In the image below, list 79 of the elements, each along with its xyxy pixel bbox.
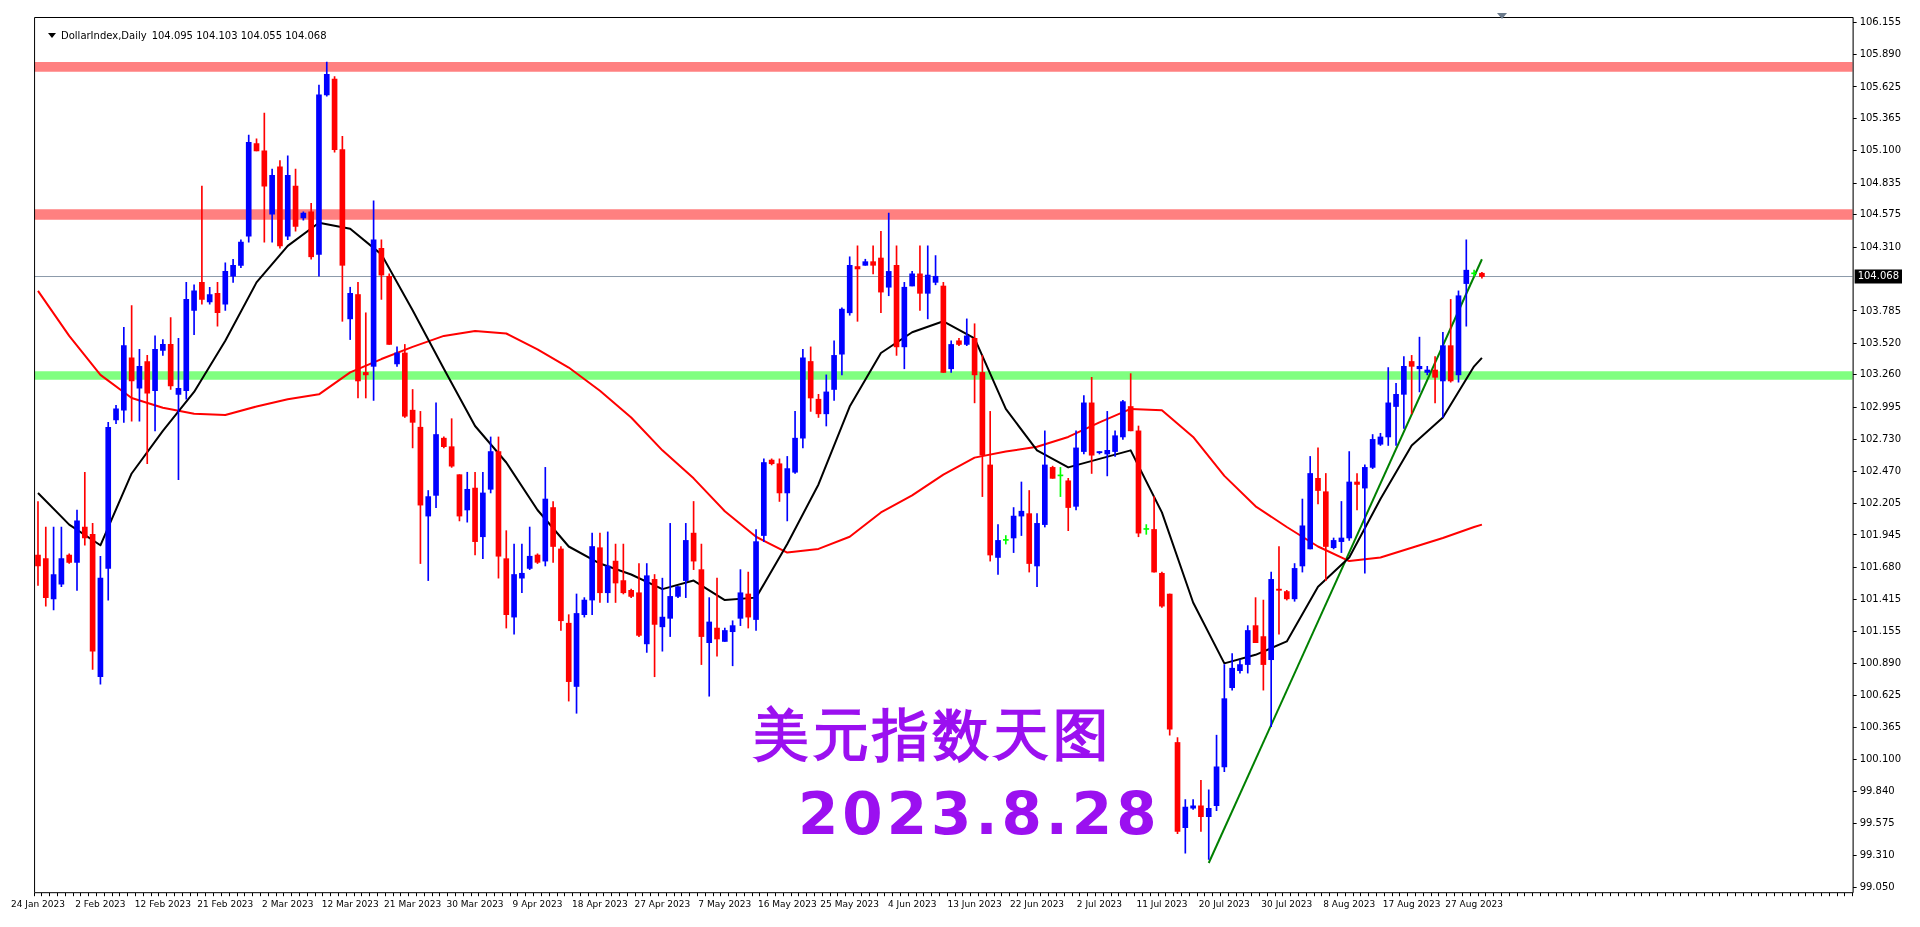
candlestick <box>1354 473 1360 511</box>
candlestick <box>1315 447 1321 505</box>
y-tick-label: 105.365 <box>1859 112 1902 124</box>
text: DollarIndex,Daily <box>61 30 147 41</box>
y-tick-label: 102.470 <box>1859 464 1902 476</box>
y-tick-label: 103.520 <box>1859 336 1902 348</box>
y-tick-label: 105.625 <box>1859 80 1902 92</box>
y-tick-label: 100.100 <box>1859 753 1902 765</box>
x-tick-label: 4 Jun 2023 <box>887 898 937 909</box>
y-tick-label: 103.260 <box>1859 368 1902 380</box>
candlestick <box>1002 535 1009 545</box>
candlestick <box>1463 239 1470 327</box>
y-tick-label: 101.155 <box>1859 624 1902 636</box>
y-tick-label: 101.945 <box>1859 528 1902 540</box>
candlestick <box>1198 779 1204 832</box>
annotation: 2023.8.28 <box>798 780 1161 848</box>
y-tick-label: 102.995 <box>1859 400 1902 412</box>
candlestick <box>1276 546 1282 635</box>
y-tick-label: 103.785 <box>1859 304 1902 316</box>
x-tick-label: 21 Feb 2023 <box>197 898 254 909</box>
x-tick-label: 12 Feb 2023 <box>134 898 191 909</box>
x-tick-label: 2 Feb 2023 <box>75 898 126 909</box>
y-tick-label: 101.680 <box>1859 560 1902 572</box>
x-tick-label: 24 Jan 2023 <box>11 898 65 909</box>
candlestick <box>667 523 674 637</box>
x-tick-label: 13 Jun 2023 <box>947 898 1002 909</box>
candlestick <box>1432 356 1438 404</box>
candlestick <box>870 245 876 275</box>
text: 104.095 104.103 104.055 104.068 <box>151 30 327 41</box>
candlestick <box>362 312 369 399</box>
candlestick <box>714 577 720 657</box>
x-tick-label: 27 Aug 2023 <box>1445 898 1503 909</box>
y-tick-label: 100.890 <box>1859 656 1902 668</box>
candlestick <box>519 543 525 594</box>
candlestick <box>1104 411 1111 477</box>
y-tick-label: 100.365 <box>1859 720 1902 732</box>
y-tick-label: 104.835 <box>1859 176 1902 188</box>
y-tick-label: 100.625 <box>1859 689 1902 701</box>
ref-line-label: 104.068 <box>1857 270 1900 282</box>
y-tick-label: 105.100 <box>1859 144 1902 156</box>
candlestick <box>81 471 88 546</box>
y-tick-label: 104.575 <box>1859 208 1902 220</box>
y-tick-label: 106.155 <box>1859 16 1902 28</box>
annotation: 美元指数天图 <box>753 700 1113 769</box>
x-tick-label: 7 May 2023 <box>698 898 752 909</box>
candlestick <box>1393 383 1399 446</box>
candlestick <box>199 185 205 305</box>
y-tick-label: 99.575 <box>1859 817 1895 829</box>
x-tick-label: 18 Apr 2023 <box>572 898 628 909</box>
y-tick-label: 101.415 <box>1859 593 1902 605</box>
candlestick <box>425 490 432 581</box>
y-tick-label: 102.730 <box>1859 432 1902 444</box>
candlestick <box>1362 464 1368 574</box>
x-tick-label: 21 Mar 2023 <box>384 898 442 909</box>
x-tick-label: 25 May 2023 <box>820 898 880 909</box>
x-tick-label: 17 Aug 2023 <box>1382 898 1441 909</box>
candlestick <box>1205 789 1212 860</box>
candlestick <box>885 212 892 297</box>
y-tick-label: 105.890 <box>1859 48 1902 60</box>
candlestick <box>1143 524 1150 535</box>
x-tick-label: 2 Jul 2023 <box>1076 898 1123 909</box>
y-tick-label: 104.310 <box>1859 240 1902 252</box>
y-tick-label: 99.310 <box>1859 849 1895 861</box>
y-tick-label: 99.050 <box>1859 880 1895 892</box>
x-tick-label: 11 Jul 2023 <box>1136 898 1188 909</box>
y-tick-label: 99.840 <box>1859 784 1895 796</box>
x-tick-label: 30 Mar 2023 <box>446 898 504 909</box>
x-tick-label: 2 Mar 2023 <box>262 898 314 909</box>
candlestick <box>706 597 713 697</box>
candlestick <box>35 501 41 586</box>
x-tick-label: 20 Jul 2023 <box>1198 898 1250 909</box>
x-tick-label: 9 Apr 2023 <box>512 898 563 909</box>
x-tick-label: 30 Jul 2023 <box>1261 898 1313 909</box>
y-tick-label: 102.205 <box>1859 496 1902 508</box>
x-tick-label: 8 Aug 2023 <box>1323 898 1376 909</box>
x-tick-label: 22 Jun 2023 <box>1009 898 1065 909</box>
x-tick-label: 12 Mar 2023 <box>321 898 379 909</box>
x-tick-label: 27 Apr 2023 <box>634 898 691 909</box>
x-tick-label: 16 May 2023 <box>757 898 817 909</box>
